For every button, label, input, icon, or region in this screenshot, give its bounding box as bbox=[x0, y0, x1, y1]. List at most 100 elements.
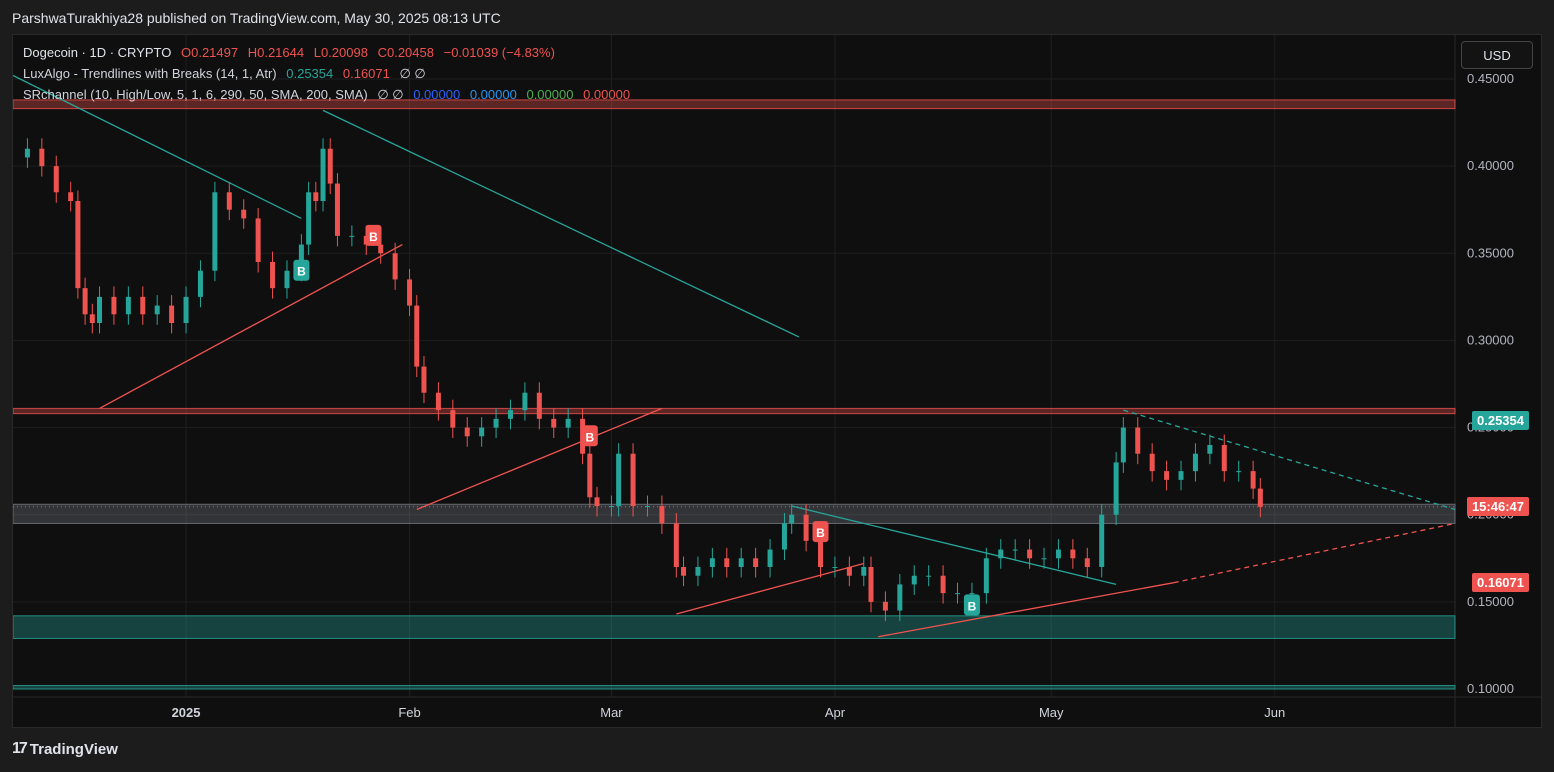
candle-body bbox=[983, 558, 989, 594]
break-marker-label: B bbox=[585, 430, 594, 444]
candle-body bbox=[226, 192, 232, 210]
candle-body bbox=[1135, 427, 1141, 454]
trendline bbox=[13, 74, 302, 220]
srchannel-value-3: 0.00000 bbox=[526, 87, 574, 102]
legend-srchannel-row[interactable]: SRchannel (10, High/Low, 5, 1, 6, 290, 5… bbox=[23, 87, 636, 103]
break-marker-label: B bbox=[968, 599, 977, 613]
candle-body bbox=[781, 523, 787, 550]
candle-body bbox=[1192, 453, 1198, 472]
candle-body bbox=[1164, 471, 1170, 480]
currency-button[interactable]: USD bbox=[1461, 41, 1533, 69]
trendline bbox=[676, 562, 864, 615]
trendline bbox=[416, 407, 663, 511]
candle-body bbox=[998, 549, 1004, 559]
candle-body bbox=[1236, 471, 1242, 473]
lower-trendline-badge: 0.16071 bbox=[1472, 573, 1529, 593]
candle-body bbox=[1221, 445, 1227, 472]
candle-body bbox=[1257, 488, 1263, 507]
candle-body bbox=[435, 392, 441, 411]
upper-trendline-badge: 0.25354 bbox=[1472, 411, 1529, 431]
candle-body bbox=[82, 288, 88, 315]
candle-body bbox=[1149, 453, 1155, 472]
srchannel-value-1: 0.00000 bbox=[413, 87, 461, 102]
candle-body bbox=[522, 392, 528, 411]
y-tick-label: 0.45000 bbox=[1467, 71, 1514, 86]
break-marker-label: B bbox=[816, 526, 825, 540]
candle-body bbox=[349, 235, 355, 237]
candle-body bbox=[140, 296, 146, 315]
candle-body bbox=[1099, 514, 1105, 567]
candle-body bbox=[24, 148, 30, 158]
candle-body bbox=[789, 514, 795, 524]
trendline-dashed bbox=[1123, 409, 1456, 511]
srchannel-null-values: ∅ ∅ bbox=[377, 87, 404, 102]
candle-body bbox=[738, 558, 744, 567]
sr-channel-zone bbox=[13, 99, 1456, 110]
candle-body bbox=[695, 567, 701, 576]
candle-body bbox=[673, 523, 679, 567]
candle-body bbox=[241, 209, 247, 219]
candle-body bbox=[1070, 549, 1076, 559]
candle-body bbox=[298, 244, 304, 271]
chart-panel[interactable]: 0.450000.400000.350000.300000.250000.200… bbox=[12, 34, 1542, 728]
sr-channel-zone bbox=[13, 407, 1456, 415]
tradingview-brand[interactable]: TradingView bbox=[29, 740, 118, 758]
candle-body bbox=[897, 584, 903, 611]
candle-body bbox=[1120, 427, 1126, 463]
tradingview-logo-icon[interactable]: 17 bbox=[12, 740, 28, 757]
candle-body bbox=[183, 296, 189, 323]
candle-body bbox=[68, 192, 74, 201]
candle-body bbox=[1027, 549, 1033, 559]
trendline bbox=[791, 505, 1117, 586]
price-chart[interactable]: 0.450000.400000.350000.300000.250000.200… bbox=[13, 35, 1541, 727]
candle-body bbox=[861, 567, 867, 576]
sr-channel-zone bbox=[13, 503, 1456, 524]
x-tick-label: Apr bbox=[825, 705, 846, 720]
candle-body bbox=[1041, 558, 1047, 560]
srchannel-value-4: 0.00000 bbox=[583, 87, 631, 102]
candle-body bbox=[450, 410, 456, 428]
luxalgo-null-values: ∅ ∅ bbox=[399, 66, 426, 81]
ohlc-low: L0.20098 bbox=[313, 45, 368, 60]
x-tick-label: Jun bbox=[1264, 705, 1285, 720]
candle-body bbox=[479, 427, 485, 437]
luxalgo-upper-value: 0.25354 bbox=[286, 66, 334, 81]
x-tick-label: May bbox=[1039, 705, 1064, 720]
candle-body bbox=[212, 192, 218, 271]
srchannel-name[interactable]: SRchannel (10, High/Low, 5, 1, 6, 290, 5… bbox=[23, 87, 368, 102]
ohlc-change: −0.01039 (−4.83%) bbox=[443, 45, 555, 60]
candle-body bbox=[940, 575, 946, 594]
candle-body bbox=[270, 262, 276, 289]
luxalgo-lower-value: 0.16071 bbox=[342, 66, 390, 81]
candle-body bbox=[255, 218, 261, 262]
break-marker-label: B bbox=[297, 265, 306, 279]
x-tick-label: Feb bbox=[398, 705, 420, 720]
y-tick-label: 0.15000 bbox=[1467, 594, 1514, 609]
symbol-label[interactable]: Dogecoin · 1D · CRYPTO bbox=[23, 45, 172, 60]
x-tick-label: 2025 bbox=[172, 705, 201, 720]
legend-luxalgo-row[interactable]: LuxAlgo - Trendlines with Breaks (14, 1,… bbox=[23, 66, 432, 82]
candle-body bbox=[414, 305, 420, 367]
candle-body bbox=[536, 392, 542, 419]
candle-body bbox=[111, 296, 117, 315]
candle-body bbox=[327, 148, 333, 184]
candle-body bbox=[724, 558, 730, 567]
trendline bbox=[878, 582, 1174, 638]
break-marker bbox=[581, 425, 598, 447]
ohlc-high: H0.21644 bbox=[247, 45, 305, 60]
candle-body bbox=[89, 314, 95, 323]
trendline-dashed bbox=[1173, 522, 1456, 584]
break-marker-label: B bbox=[369, 230, 378, 244]
tradingview-footer[interactable]: 17 TradingView bbox=[12, 740, 118, 758]
candle-body bbox=[926, 575, 932, 577]
candle-body bbox=[969, 593, 975, 595]
candle-body bbox=[709, 558, 715, 567]
candle-body bbox=[594, 497, 600, 506]
ohlc-open: O0.21497 bbox=[180, 45, 239, 60]
legend-symbol-row[interactable]: Dogecoin · 1D · CRYPTO O0.21497 H0.21644… bbox=[23, 45, 561, 60]
countdown-badge: 15:46:47 bbox=[1466, 496, 1529, 516]
candle-body bbox=[39, 148, 45, 167]
candle-body bbox=[955, 593, 961, 595]
luxalgo-name[interactable]: LuxAlgo - Trendlines with Breaks (14, 1,… bbox=[23, 66, 277, 81]
candle-body bbox=[803, 514, 809, 541]
